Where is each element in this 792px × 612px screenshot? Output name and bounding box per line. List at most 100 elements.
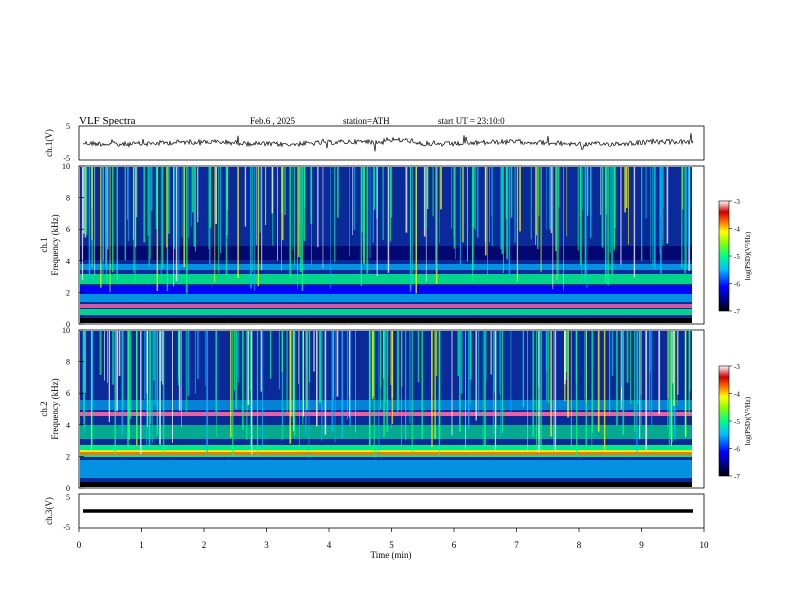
sferic-streak: [317, 167, 319, 248]
sferic-streak: [281, 167, 282, 271]
sferic-streak: [409, 331, 411, 424]
sferic-streak: [132, 167, 134, 240]
ch1-colorbar-gradient: [718, 200, 730, 312]
sferic-streak: [261, 167, 263, 271]
ch2-colorbar-gradient: [718, 365, 730, 477]
sferic-streak: [257, 167, 259, 287]
sferic-streak: [672, 331, 674, 384]
sferic-streak: [292, 331, 294, 423]
sferic-streak: [484, 167, 487, 256]
sferic-streak: [172, 331, 173, 443]
sferic-streak: [436, 331, 438, 376]
sferic-streak: [305, 331, 307, 435]
sferic-streak: [550, 331, 552, 437]
ch2-colorbar-label: log(PSD)(V²/Hz): [744, 396, 752, 445]
ch3-ytick-bottom: -5: [63, 523, 70, 532]
sferic-streak: [673, 331, 675, 406]
start-time-label: start UT = 23:10:0: [438, 116, 505, 126]
sferic-streak: [451, 331, 453, 436]
sferic-streak: [688, 167, 690, 248]
sferic-streak: [111, 167, 114, 273]
spectrogram-low-band: [80, 318, 692, 323]
sferic-streak: [218, 167, 220, 274]
sferic-streak: [577, 167, 579, 251]
sferic-streak: [434, 331, 436, 440]
sferic-streak: [545, 331, 548, 373]
sferic-streak: [256, 331, 259, 457]
sferic-streak: [281, 167, 284, 241]
sferic-streak: [555, 167, 557, 252]
sferic-streak: [86, 167, 88, 235]
sferic-streak: [215, 167, 217, 224]
sferic-streak: [102, 167, 104, 261]
sferic-streak: [500, 331, 501, 437]
sferic-streak: [380, 331, 381, 410]
sferic-streak: [84, 167, 87, 238]
sferic-streak: [299, 167, 301, 223]
colorbar-tick-label: -4: [734, 391, 740, 399]
sferic-streak: [587, 167, 589, 216]
sferic-streak: [318, 331, 321, 403]
sferic-streak: [462, 167, 464, 243]
sferic-streak: [108, 331, 110, 422]
sferic-streak: [197, 167, 199, 223]
spectrogram-band: [80, 400, 692, 410]
sferic-streak: [181, 331, 182, 427]
sferic-streak: [538, 167, 540, 216]
sferic-streak: [641, 167, 643, 261]
sferic-streak: [324, 331, 327, 435]
x-tick-label: 2: [202, 540, 207, 550]
sferic-streak: [150, 167, 151, 260]
sferic-streak: [502, 167, 504, 273]
sferic-streak: [506, 167, 508, 260]
sferic-streak: [494, 331, 495, 393]
sferic-streak: [83, 331, 85, 418]
sferic-streak: [460, 331, 463, 394]
sferic-streak: [554, 331, 557, 452]
ch3-ytick-top: 5: [66, 493, 70, 502]
sferic-streak: [292, 167, 294, 250]
ch2-spectrogram-panel: 0 2 4 6 8 10 ch.2 Frequency (kHz): [39, 326, 705, 493]
sferic-streak: [383, 331, 385, 437]
sferic-streak: [369, 167, 371, 258]
sferic-streak: [490, 331, 492, 375]
sferic-streak: [313, 331, 315, 372]
sferic-streak: [286, 331, 288, 414]
sferic-streak: [360, 167, 363, 286]
sferic-streak: [468, 331, 470, 430]
sferic-streak: [672, 331, 673, 443]
sferic-streak: [193, 167, 196, 247]
sferic-streak: [290, 331, 292, 417]
sferic-streak: [409, 167, 412, 292]
sferic-streak: [508, 167, 511, 278]
sferic-streak: [331, 331, 334, 432]
sferic-streak: [234, 331, 235, 391]
sferic-streak: [353, 167, 355, 230]
sferic-streak: [289, 331, 292, 444]
ch3-waveform-panel: 5 -5 ch.3(V) 0 1 2 3 4 5 6 7 8 9 10 Time (min): [44, 493, 709, 560]
sferic-streak: [455, 167, 456, 259]
sferic-streak: [355, 331, 356, 433]
sferic-streak: [252, 167, 254, 273]
ch1-spectrogram-ylabel-1: ch.1: [39, 237, 49, 252]
sferic-streak: [516, 167, 519, 282]
sferic-streak: [532, 331, 535, 437]
sferic-streak: [299, 167, 302, 273]
colorbar-tick-label: -6: [734, 281, 740, 289]
sferic-streak: [558, 167, 560, 208]
sferic-streak: [384, 331, 386, 402]
sferic-streak: [105, 167, 108, 270]
sferic-streak: [150, 331, 152, 424]
sferic-streak: [341, 331, 344, 438]
sferic-streak: [363, 167, 365, 263]
sferic-streak: [591, 331, 593, 453]
sferic-streak: [302, 331, 304, 417]
sferic-streak: [405, 331, 407, 441]
sferic-streak: [376, 167, 378, 276]
sferic-streak: [396, 331, 398, 416]
sferic-streak: [469, 331, 472, 380]
sferic-streak: [194, 331, 196, 394]
sferic-streak: [553, 331, 554, 453]
sferic-streak: [584, 331, 585, 400]
sferic-streak: [190, 167, 192, 227]
